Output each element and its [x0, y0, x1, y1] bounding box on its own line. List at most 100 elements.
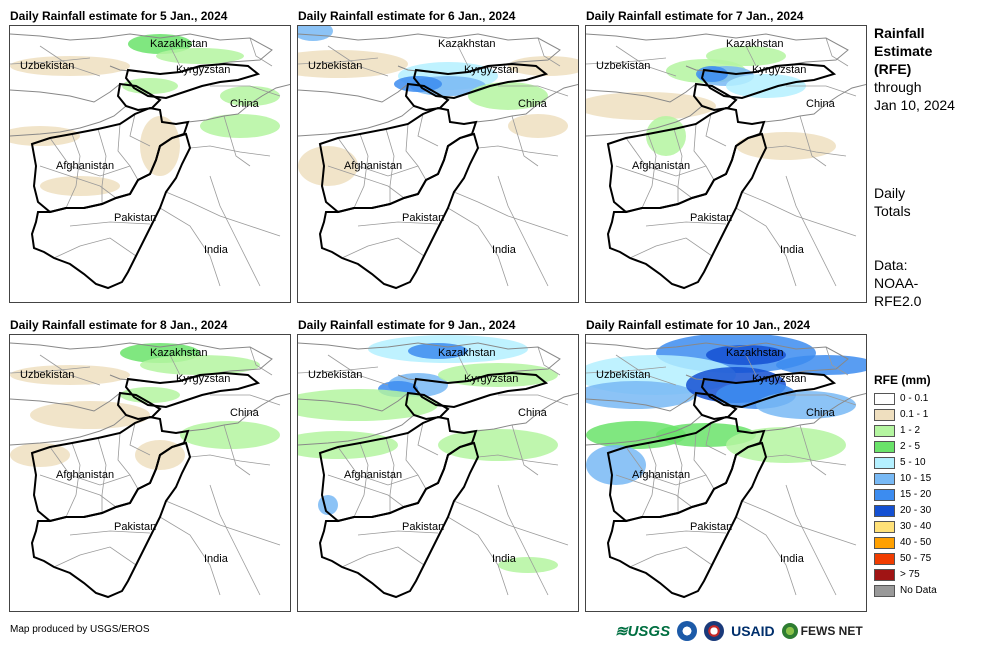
rainfall-area	[200, 114, 280, 138]
rainfall-area	[756, 391, 856, 419]
admin-boundary	[645, 221, 727, 227]
map-label-uzbekistan: Uzbekistan	[308, 369, 363, 381]
admin-boundary	[765, 454, 847, 466]
admin-boundary	[405, 432, 427, 490]
admin-boundary	[223, 115, 251, 167]
legend-swatch	[874, 424, 895, 437]
map-label-uzbekistan: Uzbekistan	[20, 369, 75, 381]
rainfall-area	[726, 427, 846, 463]
admin-boundary	[10, 366, 91, 374]
admin-boundary	[39, 474, 117, 508]
partner-logos: ≋USGS USAID FEWS NET	[615, 619, 863, 643]
legend-label: 0.1 - 1	[900, 409, 929, 420]
legend-swatch	[874, 408, 895, 421]
admin-boundary	[615, 474, 693, 508]
admin-boundary	[629, 546, 713, 568]
globe-icon	[781, 623, 798, 639]
focus-country-outline	[692, 82, 738, 112]
rainfall-area	[776, 355, 866, 375]
admin-boundary	[385, 128, 395, 204]
admin-boundary	[159, 207, 221, 287]
rainfall-map-7-jan: Kazakhstan Uzbekistan Kyrgyzstan China Afgha…	[585, 25, 867, 303]
legend-label: 50 - 75	[900, 553, 932, 564]
sidebar-title-line1: Rainfall	[874, 25, 925, 41]
noaa-logo-icon	[677, 621, 698, 641]
map-canvas	[298, 26, 578, 290]
admin-boundary	[693, 123, 715, 181]
rainfall-area	[180, 421, 280, 449]
admin-boundary	[209, 484, 261, 596]
admin-boundary	[765, 145, 847, 157]
admin-boundary	[417, 113, 439, 147]
rainfall-area	[298, 50, 408, 78]
map-label-uzbekistan: Uzbekistan	[308, 60, 363, 72]
legend-item: 10 - 15	[874, 471, 931, 486]
admin-boundary	[498, 394, 569, 406]
rainfall-area	[298, 26, 333, 41]
admin-boundary	[741, 500, 857, 546]
admin-boundary	[511, 115, 539, 167]
admin-boundary	[209, 175, 261, 287]
admin-boundary	[457, 354, 469, 376]
rainfall-area	[508, 114, 568, 138]
admin-boundary	[641, 442, 657, 518]
rainfall-area	[140, 355, 260, 375]
sidebar-date: Jan 10, 2024	[874, 97, 955, 113]
admin-boundary	[405, 123, 427, 181]
sidebar-title-line3: (RFE)	[874, 61, 912, 77]
admin-boundary	[625, 137, 707, 177]
map-label-kazakhstan: Kazakhstan	[726, 38, 784, 50]
map-canvas	[10, 342, 290, 599]
admin-boundary	[327, 474, 405, 508]
legend-label: 40 - 50	[900, 537, 932, 548]
map-label-pakistan: Pakistan	[402, 212, 445, 224]
admin-boundary	[49, 446, 131, 486]
admin-boundary	[69, 221, 151, 227]
rainfall-area	[156, 48, 244, 64]
admin-boundary	[353, 442, 369, 518]
admin-boundary	[97, 128, 107, 204]
panel-title-5: Daily Rainfall estimate for 9 Jan., 2024	[298, 318, 516, 332]
focus-country-outline	[404, 391, 450, 421]
admin-boundary	[745, 354, 757, 376]
legend-swatch	[874, 552, 895, 565]
legend-label: 0 - 0.1	[900, 393, 929, 404]
admin-boundary	[705, 422, 727, 456]
country-boundary	[763, 83, 866, 123]
focus-country-outline	[124, 371, 261, 409]
rainfall-area	[726, 74, 806, 98]
admin-boundary	[511, 424, 539, 476]
map-label-kyrgyzstan: Kyrgyzstan	[176, 373, 231, 385]
legend-item: 0 - 0.1	[874, 391, 928, 406]
admin-boundary	[457, 45, 469, 67]
admin-boundary	[645, 530, 727, 536]
admin-boundary	[97, 437, 107, 513]
map-label-kyrgyzstan: Kyrgyzstan	[752, 64, 807, 76]
rainfall-area	[408, 343, 468, 359]
admin-boundary	[39, 45, 101, 77]
admin-boundary	[615, 165, 693, 199]
sidebar-daily-line1: Daily	[874, 185, 906, 201]
admin-boundary	[453, 500, 569, 546]
country-boundary	[475, 83, 578, 123]
map-label-china: China	[806, 98, 835, 110]
admin-boundary	[249, 37, 273, 67]
rainfall-area	[586, 445, 646, 485]
admin-boundary	[129, 113, 151, 147]
rainfall-map-8-jan: Kazakhstan Uzbekistan Kyrgyzstan China Afgha…	[9, 334, 291, 612]
admin-boundary	[497, 484, 549, 596]
admin-boundary	[615, 45, 677, 77]
legend-label: 1 - 2	[900, 425, 921, 436]
legend-swatch	[874, 536, 895, 549]
admin-boundary	[341, 237, 425, 259]
panel-title-2: Daily Rainfall estimate for 6 Jan., 2024	[298, 9, 516, 23]
admin-boundary	[447, 516, 509, 596]
sidebar-daily-line2: Totals	[874, 203, 911, 219]
rainfall-area	[120, 387, 180, 403]
admin-boundary	[165, 500, 281, 546]
country-boundary	[187, 392, 290, 432]
map-label-pakistan: Pakistan	[114, 212, 157, 224]
admin-boundary	[337, 137, 419, 177]
admin-boundary	[537, 37, 561, 67]
focus-country-outline	[412, 371, 549, 409]
